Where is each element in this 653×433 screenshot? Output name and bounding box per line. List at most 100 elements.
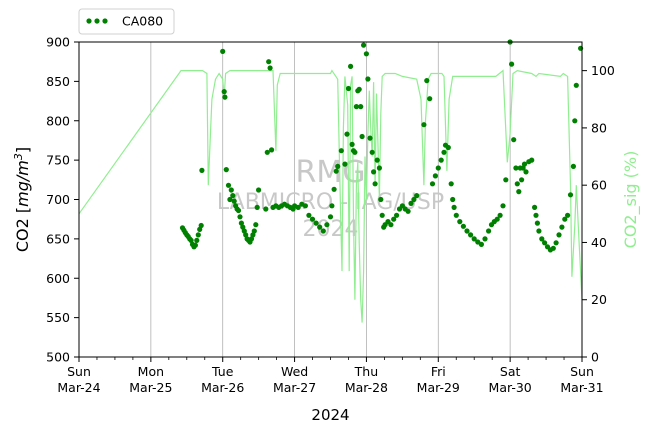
- data-point: [486, 228, 492, 234]
- data-point: [511, 137, 517, 143]
- data-point: [408, 200, 414, 206]
- data-point: [269, 147, 275, 153]
- x-tick-label: Mar-25: [129, 380, 172, 395]
- data-point: [445, 144, 451, 151]
- data-point: [567, 192, 574, 198]
- data-point: [438, 157, 444, 163]
- data-point: [228, 187, 234, 193]
- data-point: [448, 181, 454, 187]
- data-point: [519, 177, 525, 183]
- data-point: [536, 228, 542, 234]
- data-point: [516, 189, 522, 195]
- data-point: [317, 224, 323, 230]
- data-point: [405, 208, 411, 214]
- data-point: [471, 236, 477, 242]
- grid-layer: [150, 42, 511, 357]
- data-point: [441, 149, 447, 155]
- y2-tick-label: 100: [591, 63, 615, 78]
- data-point: [450, 196, 456, 203]
- legend-marker: [86, 18, 92, 24]
- y-tick-label: 800: [46, 113, 70, 128]
- data-point: [329, 203, 335, 209]
- data-point: [263, 206, 269, 212]
- data-point: [353, 104, 359, 110]
- data-point: [264, 149, 270, 155]
- y2-tick-label: 0: [591, 350, 599, 365]
- data-point: [520, 165, 526, 171]
- data-point: [356, 86, 362, 92]
- x-tick-label: Thu: [354, 364, 378, 379]
- data-point: [295, 204, 301, 210]
- data-point: [335, 163, 341, 169]
- data-point: [559, 224, 565, 230]
- y2-axis-label: CO2_sig (%): [621, 151, 641, 249]
- data-point: [394, 212, 400, 218]
- data-point: [371, 169, 377, 175]
- x-tick-label: Sun: [570, 364, 594, 379]
- data-point: [523, 169, 529, 175]
- data-point: [345, 85, 352, 92]
- data-point: [313, 220, 319, 226]
- data-point: [248, 236, 255, 242]
- data-point: [460, 223, 466, 229]
- x-tick-label: Mar-31: [560, 380, 603, 395]
- data-point: [227, 196, 233, 203]
- data-point: [424, 78, 430, 84]
- data-point: [553, 240, 559, 246]
- data-point: [468, 232, 474, 238]
- data-point: [194, 237, 200, 243]
- data-point: [198, 222, 204, 229]
- y-tick-label: 600: [46, 271, 70, 286]
- watermark-line: RMG: [296, 155, 366, 190]
- data-point: [411, 196, 417, 203]
- data-point: [327, 214, 334, 220]
- data-point: [306, 212, 312, 218]
- legend-marker: [94, 18, 100, 24]
- data-point: [188, 237, 194, 243]
- data-point: [494, 216, 500, 222]
- data-point: [221, 89, 227, 95]
- data-point: [414, 193, 420, 199]
- data-point: [230, 193, 236, 199]
- data-point: [363, 51, 369, 57]
- data-point: [243, 232, 249, 238]
- data-point: [482, 236, 488, 242]
- data-point: [250, 232, 256, 238]
- data-point: [231, 198, 237, 204]
- data-point: [372, 181, 378, 187]
- y2-tick-label: 40: [591, 235, 607, 250]
- co2-series: [179, 39, 584, 253]
- data-point: [529, 157, 535, 163]
- y-axis-left: 500 550 600 650 700 750 800 850 900: [46, 35, 79, 365]
- data-point: [513, 165, 519, 171]
- data-point: [348, 63, 354, 69]
- y2-tick-label: 20: [591, 292, 607, 307]
- data-point: [497, 212, 503, 218]
- data-point: [556, 232, 562, 238]
- data-point: [320, 228, 326, 234]
- data-point: [324, 222, 330, 228]
- data-point: [514, 181, 520, 187]
- data-point: [342, 161, 348, 167]
- y-axis-right: 0 20 40 60 80 100: [582, 63, 615, 365]
- data-point: [379, 212, 385, 218]
- data-point: [570, 163, 577, 169]
- data-point: [376, 165, 382, 171]
- data-point: [378, 196, 384, 203]
- data-point: [500, 203, 506, 209]
- data-point: [344, 131, 350, 137]
- data-point: [235, 207, 242, 214]
- data-point: [266, 59, 272, 65]
- data-point: [254, 204, 260, 210]
- legend-box: [78, 8, 175, 35]
- data-point: [195, 232, 201, 238]
- data-point: [509, 61, 515, 67]
- x-axis-label: 2024: [311, 406, 349, 424]
- data-point: [565, 212, 571, 218]
- data-point: [251, 228, 257, 234]
- y-tick-label: 500: [46, 350, 70, 365]
- data-point: [388, 222, 394, 228]
- data-point: [192, 242, 198, 248]
- x-tick-label: Mar-29: [417, 380, 460, 395]
